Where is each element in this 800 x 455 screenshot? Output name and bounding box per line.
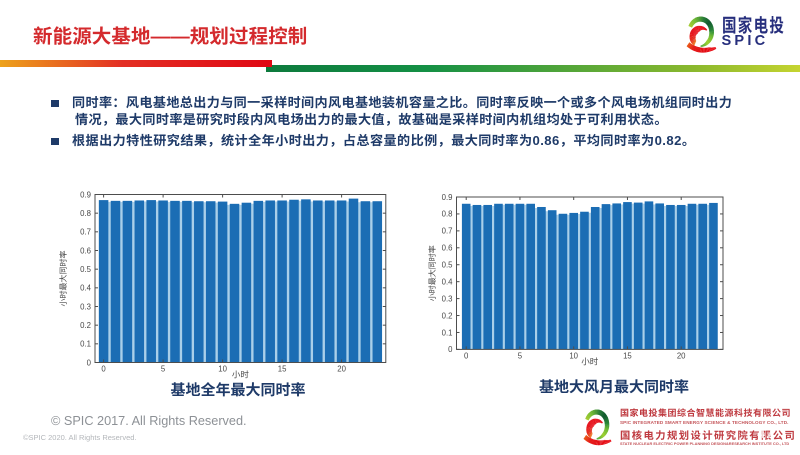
svg-text:小时最大同时率: 小时最大同时率 (427, 245, 438, 301)
svg-text:0.3: 0.3 (80, 302, 91, 311)
svg-text:5: 5 (518, 351, 523, 360)
svg-text:10: 10 (569, 351, 578, 360)
svg-text:0.1: 0.1 (80, 340, 91, 349)
svg-text:0.1: 0.1 (442, 328, 453, 337)
svg-text:0.8: 0.8 (442, 210, 453, 219)
svg-text:0.6: 0.6 (442, 244, 453, 253)
svg-text:小时: 小时 (232, 369, 250, 381)
svg-text:0.8: 0.8 (80, 209, 91, 218)
svg-text:0.5: 0.5 (442, 261, 454, 270)
svg-text:15: 15 (623, 351, 632, 360)
svg-text:20: 20 (337, 365, 346, 374)
svg-text:0: 0 (101, 365, 106, 374)
svg-text:0: 0 (448, 345, 453, 354)
svg-text:20: 20 (677, 351, 686, 360)
svg-text:5: 5 (161, 365, 166, 374)
svg-text:0.4: 0.4 (80, 284, 92, 293)
svg-text:0.5: 0.5 (80, 265, 92, 274)
svg-text:小时: 小时 (581, 355, 599, 367)
svg-text:0.2: 0.2 (80, 321, 91, 330)
svg-text:0.9: 0.9 (80, 190, 91, 199)
svg-text:0: 0 (464, 351, 469, 360)
svg-text:0: 0 (87, 358, 92, 367)
svg-text:0.9: 0.9 (442, 193, 453, 202)
svg-text:0.3: 0.3 (442, 294, 453, 303)
svg-text:小时最大同时率: 小时最大同时率 (58, 251, 69, 307)
svg-text:0.4: 0.4 (442, 277, 454, 286)
svg-text:0.7: 0.7 (80, 228, 91, 237)
svg-text:0.6: 0.6 (80, 246, 91, 255)
svg-text:15: 15 (278, 365, 287, 374)
svg-text:0.7: 0.7 (442, 227, 453, 236)
svg-text:10: 10 (218, 365, 227, 374)
svg-text:0.2: 0.2 (442, 311, 453, 320)
